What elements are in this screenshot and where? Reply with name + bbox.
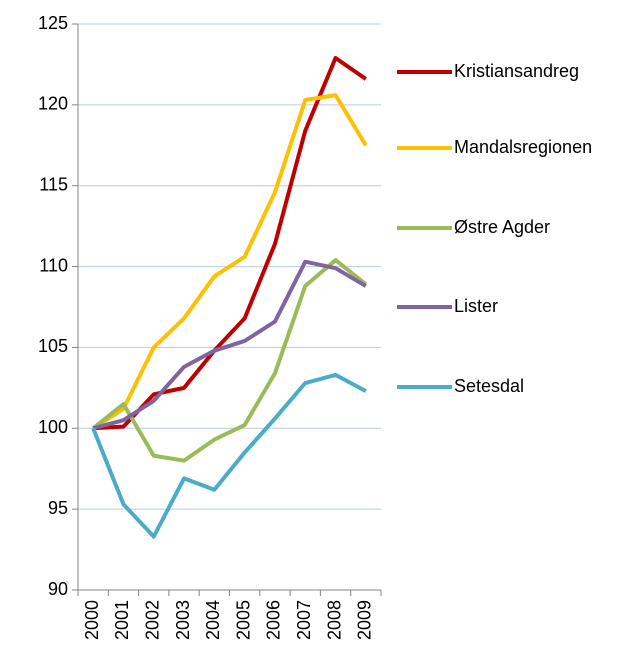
- x-tick-label: 2003: [173, 600, 193, 640]
- series-line: [92, 259, 367, 431]
- legend-label: Østre Agder: [454, 217, 550, 237]
- y-tick-label: 105: [38, 336, 68, 356]
- x-tick-label: 2001: [112, 600, 132, 640]
- y-tick-label: 95: [48, 498, 68, 518]
- x-tick-label: 2002: [143, 600, 163, 640]
- x-tick-label: 2005: [233, 600, 253, 640]
- y-tick-label: 125: [38, 13, 68, 33]
- series-line: [91, 372, 367, 539]
- legend-label: Lister: [454, 296, 498, 316]
- x-tick-label: 2007: [294, 600, 314, 640]
- y-tick-label: 120: [38, 94, 68, 114]
- legend-label: Setesdal: [454, 376, 524, 396]
- series-line: [93, 55, 367, 431]
- x-tick-label: 2004: [203, 600, 223, 640]
- y-tick-label: 90: [48, 579, 68, 599]
- y-tick-label: 110: [39, 255, 68, 275]
- legend-label: Kristiansandreg: [454, 61, 579, 81]
- x-tick-label: 2006: [264, 600, 284, 640]
- x-tick-label: 2009: [355, 600, 375, 640]
- series-line: [92, 93, 368, 430]
- y-tick-label: 115: [39, 174, 68, 194]
- legend-label: Mandalsregionen: [454, 137, 592, 157]
- x-tick-label: 2000: [82, 600, 102, 640]
- series-line: [91, 258, 368, 463]
- y-tick-label: 100: [38, 417, 68, 437]
- x-tick-label: 2008: [324, 600, 344, 640]
